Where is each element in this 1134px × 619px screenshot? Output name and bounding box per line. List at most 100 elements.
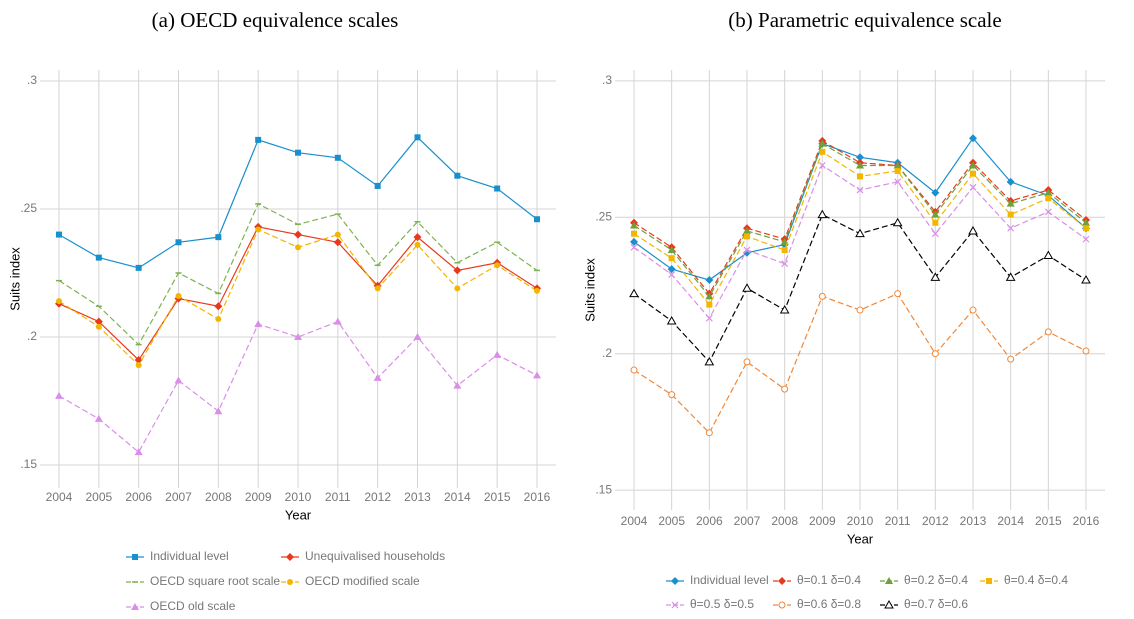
x-tick-label: 2007	[734, 514, 761, 528]
marker	[630, 221, 638, 229]
marker	[493, 350, 502, 358]
marker	[969, 161, 977, 169]
marker	[294, 230, 302, 239]
marker	[175, 293, 182, 300]
marker	[930, 272, 941, 281]
marker	[134, 448, 143, 456]
marker	[1043, 250, 1054, 259]
x-tick-label: 2009	[809, 514, 836, 528]
legend-label: θ=0.7 δ=0.6	[904, 597, 968, 611]
marker	[817, 209, 828, 219]
marker	[668, 255, 675, 262]
legend-label: Unequivalised households	[305, 549, 445, 563]
marker	[705, 292, 714, 300]
y-tick-label: .2	[602, 346, 612, 360]
marker	[629, 288, 639, 298]
marker	[56, 231, 62, 238]
marker	[818, 139, 827, 147]
marker	[131, 603, 139, 610]
marker	[1083, 225, 1089, 232]
x-tick-label: 2015	[484, 490, 511, 504]
marker	[931, 350, 939, 358]
x-tick-label: 2013	[960, 514, 987, 528]
marker	[454, 285, 461, 292]
y-tick-label: .3	[27, 73, 37, 87]
marker	[1082, 347, 1090, 355]
marker	[668, 391, 676, 399]
marker	[969, 183, 977, 191]
marker	[95, 323, 102, 330]
marker	[1007, 211, 1014, 218]
marker	[969, 306, 977, 314]
marker	[56, 298, 62, 305]
marker	[94, 317, 103, 326]
marker	[668, 271, 676, 279]
x-axis-label: Year	[847, 531, 874, 546]
marker	[884, 599, 894, 609]
legend-label: OECD modified scale	[305, 574, 420, 588]
marker	[778, 577, 786, 585]
marker	[704, 356, 715, 366]
marker	[705, 429, 713, 437]
marker	[1044, 328, 1052, 336]
marker	[893, 161, 902, 169]
marker	[932, 219, 939, 226]
marker	[986, 578, 992, 584]
y-tick-label: .15	[20, 457, 37, 471]
marker	[1081, 275, 1091, 284]
marker	[215, 234, 222, 241]
x-axis-label: Year	[285, 507, 312, 522]
marker	[373, 373, 382, 381]
marker	[214, 302, 223, 311]
marker	[968, 225, 978, 235]
legend-label: θ=0.5 δ=0.5	[690, 597, 754, 611]
legend-label: Individual level	[150, 549, 229, 563]
y-tick-label: .25	[595, 209, 612, 223]
marker	[255, 226, 262, 233]
y-axis-label: Suits index	[7, 247, 22, 311]
marker	[630, 366, 638, 374]
marker	[453, 266, 462, 275]
marker	[55, 391, 63, 399]
marker	[780, 237, 789, 245]
marker	[134, 356, 143, 365]
x-tick-label: 2016	[524, 490, 551, 504]
marker	[743, 226, 751, 234]
marker	[1005, 272, 1016, 281]
marker	[856, 153, 864, 162]
marker	[931, 230, 939, 238]
marker	[1082, 218, 1090, 226]
legend-label: OECD square root scale	[150, 574, 280, 588]
x-tick-label: 2015	[1035, 514, 1062, 528]
marker	[894, 290, 902, 298]
chart-title: (b) Parametric equivalence scale	[728, 8, 1001, 32]
marker	[856, 186, 864, 194]
marker	[743, 246, 751, 254]
chart-title: (a) OECD equivalence scales	[152, 8, 399, 32]
marker	[287, 579, 293, 585]
y-tick-label: .25	[20, 201, 37, 215]
marker	[705, 314, 713, 322]
marker	[214, 407, 223, 415]
marker	[1045, 195, 1052, 202]
marker	[819, 148, 826, 155]
y-tick-label: .2	[27, 329, 37, 343]
marker	[666, 315, 677, 325]
marker	[778, 601, 786, 609]
marker	[856, 306, 864, 314]
marker	[1044, 208, 1052, 216]
legend-label: θ=0.1 δ=0.4	[797, 573, 861, 587]
marker	[135, 264, 142, 271]
marker	[534, 216, 540, 223]
marker	[533, 371, 541, 379]
marker	[630, 243, 638, 251]
marker	[671, 601, 679, 609]
marker	[667, 246, 676, 254]
x-tick-label: 2016	[1073, 514, 1100, 528]
marker	[779, 305, 790, 314]
marker	[494, 185, 501, 192]
x-tick-label: 2014	[997, 514, 1024, 528]
x-tick-label: 2006	[696, 514, 723, 528]
marker	[295, 244, 301, 251]
